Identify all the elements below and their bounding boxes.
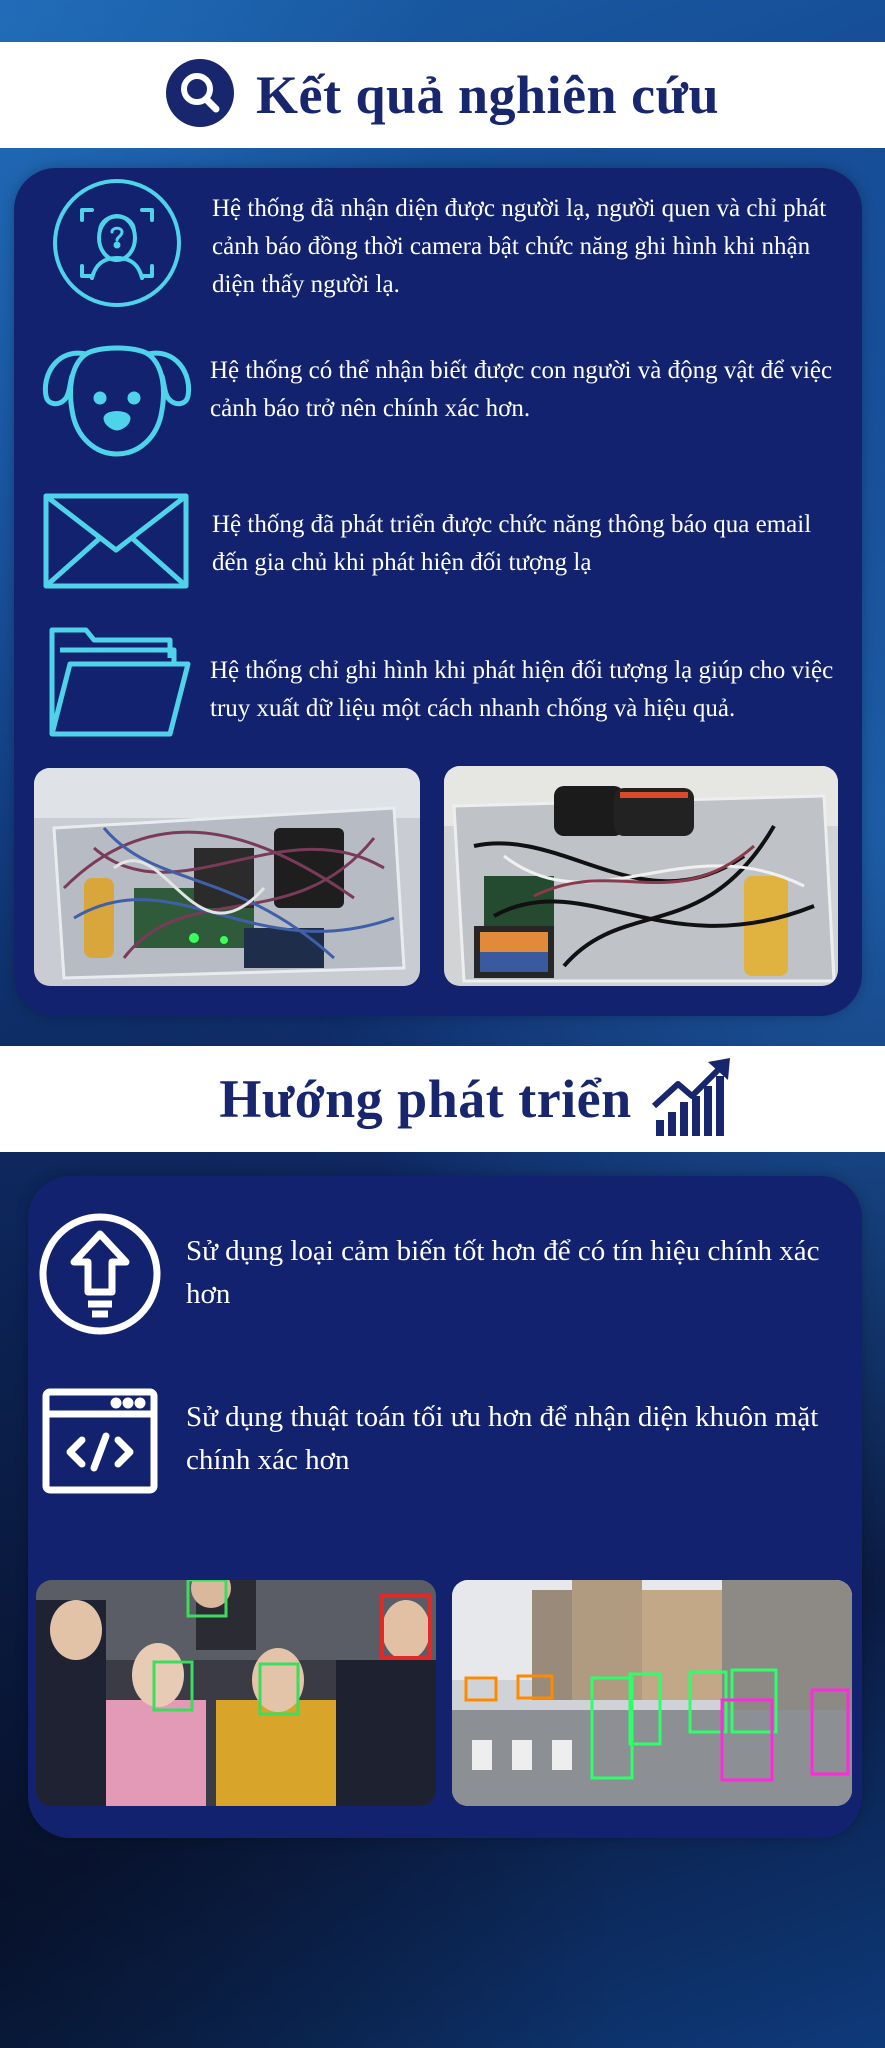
result-item-3: Hệ thống đã phát triển được chức năng th… bbox=[212, 506, 842, 582]
development-item-2: Sử dụng thuật toán tối ưu hơn để nhận di… bbox=[186, 1396, 836, 1482]
code-window-icon bbox=[42, 1388, 158, 1498]
object-detection-photo bbox=[452, 1580, 852, 1806]
face-detection-photo bbox=[36, 1580, 436, 1806]
development-title: Hướng phát triển bbox=[219, 1069, 632, 1129]
result-item-1-text: Hệ thống đã nhận diện được người lạ, ngư… bbox=[212, 195, 827, 298]
search-icon bbox=[166, 59, 234, 131]
dog-icon bbox=[38, 334, 196, 464]
results-title: Kết quả nghiên cứu bbox=[256, 65, 719, 125]
hardware-photo-2 bbox=[444, 766, 838, 986]
envelope-icon bbox=[42, 492, 190, 594]
development-item-1: Sử dụng loại cảm biến tốt hơn để có tín … bbox=[186, 1230, 836, 1316]
development-banner: Hướng phát triển bbox=[0, 1046, 885, 1152]
face-recognition-icon bbox=[52, 178, 182, 312]
upload-bulb-icon bbox=[38, 1212, 162, 1340]
development-item-1-text: Sử dụng loại cảm biến tốt hơn để có tín … bbox=[186, 1235, 820, 1310]
folder-icon bbox=[46, 624, 194, 744]
result-item-2-text: Hệ thống có thể nhận biết được con người… bbox=[210, 357, 833, 422]
result-item-4-text: Hệ thống chỉ ghi hình khi phát hiện đối … bbox=[210, 657, 834, 722]
result-item-4: Hệ thống chỉ ghi hình khi phát hiện đối … bbox=[210, 652, 850, 728]
result-item-2: Hệ thống có thể nhận biết được con người… bbox=[210, 352, 850, 428]
hardware-photo-1 bbox=[34, 768, 420, 986]
result-item-1: Hệ thống đã nhận diện được người lạ, ngư… bbox=[212, 190, 842, 304]
results-banner: Kết quả nghiên cứu bbox=[0, 42, 885, 148]
result-item-3-text: Hệ thống đã phát triển được chức năng th… bbox=[212, 511, 812, 576]
growth-chart-icon bbox=[650, 1056, 736, 1142]
development-item-2-text: Sử dụng thuật toán tối ưu hơn để nhận di… bbox=[186, 1401, 819, 1476]
